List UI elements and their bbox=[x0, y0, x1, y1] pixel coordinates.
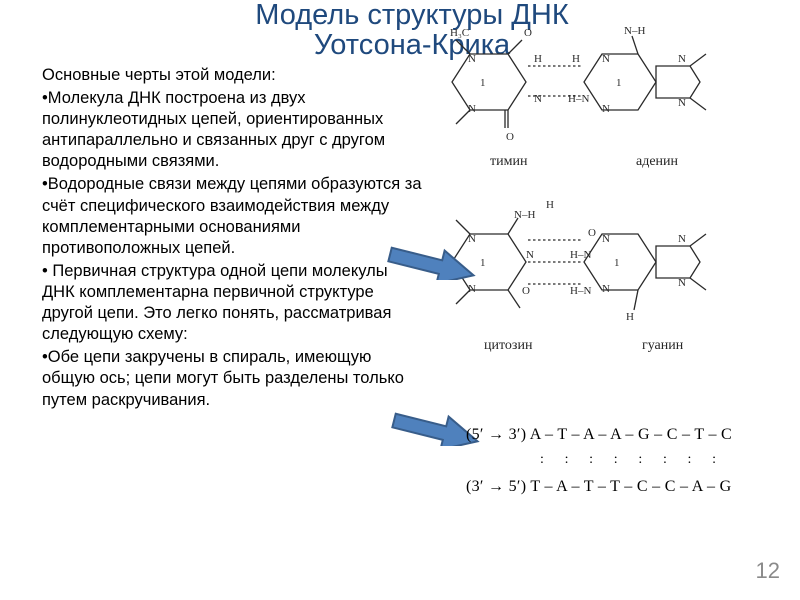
svg-text:N: N bbox=[678, 97, 686, 109]
bullet-4: •Обе цепи закручены в спираль, имеющую о… bbox=[42, 347, 422, 410]
bp2-label-left: цитозин bbox=[484, 338, 532, 354]
svg-text:H: H bbox=[534, 53, 542, 65]
bullet-2: •Водородные связи между цепями образуютс… bbox=[42, 174, 422, 258]
bullet-3: • Первичная структура одной цепи молекул… bbox=[42, 261, 422, 345]
svg-text:N: N bbox=[602, 233, 610, 245]
svg-text:H: H bbox=[626, 311, 634, 323]
text-column: Основные черты этой модели: •Молекула ДН… bbox=[42, 65, 422, 413]
svg-text:1: 1 bbox=[616, 77, 622, 89]
bp1-label-right: аденин bbox=[636, 154, 678, 170]
page-number: 12 bbox=[756, 558, 780, 584]
bullet-1: •Молекула ДНК построена из двух полинукл… bbox=[42, 88, 422, 172]
svg-text:N: N bbox=[678, 233, 686, 245]
svg-text:N: N bbox=[468, 283, 476, 295]
svg-text:1: 1 bbox=[614, 257, 620, 269]
svg-text:O: O bbox=[522, 285, 530, 297]
svg-text:N: N bbox=[468, 53, 476, 65]
arrow-icon-1 bbox=[382, 230, 482, 280]
bp1-label-left: тимин bbox=[490, 154, 527, 170]
svg-text:N: N bbox=[534, 93, 542, 105]
svg-text:N: N bbox=[678, 277, 686, 289]
bp2-label-right: гуанин bbox=[642, 338, 683, 354]
lead-text: Основные черты этой модели: bbox=[42, 65, 422, 86]
svg-text:O: O bbox=[588, 227, 596, 239]
svg-text:N: N bbox=[602, 103, 610, 115]
svg-text:H: H bbox=[546, 199, 554, 211]
svg-text:N: N bbox=[678, 53, 686, 65]
base-pair-diagram-ta: H₃C O O 1 N N H H N H–N 1 N N N N N–H bbox=[410, 14, 740, 144]
svg-text:N: N bbox=[602, 53, 610, 65]
svg-text:H: H bbox=[572, 53, 580, 65]
svg-text:N–H: N–H bbox=[624, 25, 645, 37]
svg-text:H–N: H–N bbox=[570, 249, 591, 261]
svg-text:O: O bbox=[524, 27, 532, 39]
svg-text:1: 1 bbox=[480, 77, 486, 89]
svg-text:O: O bbox=[506, 131, 514, 143]
sequence-top: (5′ → 3′) A – T – A – A – G – C – T – C bbox=[466, 426, 732, 444]
svg-text:N: N bbox=[468, 103, 476, 115]
svg-text:N–H: N–H bbox=[514, 209, 535, 221]
svg-text:H–N: H–N bbox=[570, 285, 591, 297]
svg-text:H–N: H–N bbox=[568, 93, 589, 105]
sequence-dots: : : : : : : : : bbox=[540, 452, 725, 468]
svg-text:N: N bbox=[526, 249, 534, 261]
sequence-bottom: (3′ → 5′) T – A – T – T – C – C – A – G bbox=[466, 478, 731, 496]
svg-text:N: N bbox=[602, 283, 610, 295]
svg-text:H₃C: H₃C bbox=[450, 27, 469, 39]
